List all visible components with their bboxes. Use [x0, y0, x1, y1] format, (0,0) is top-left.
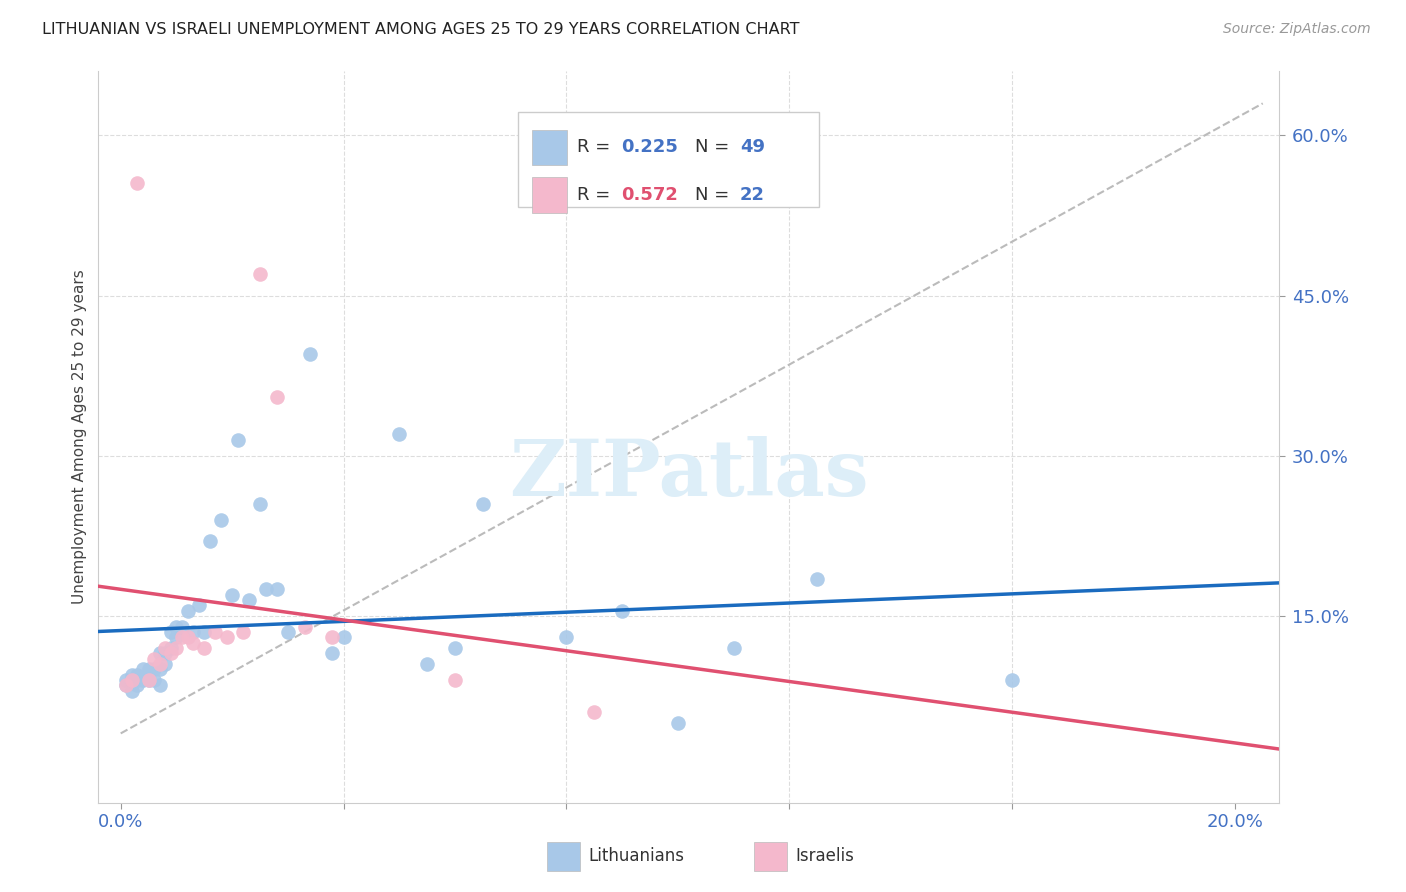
Point — [806, 572, 828, 586]
Point — [583, 705, 606, 719]
Point — [221, 588, 243, 602]
Point — [176, 630, 198, 644]
Point — [149, 646, 172, 660]
FancyBboxPatch shape — [517, 112, 818, 207]
Point — [416, 657, 439, 671]
Text: Source: ZipAtlas.com: Source: ZipAtlas.com — [1223, 22, 1371, 37]
Bar — [754, 841, 787, 871]
Point — [115, 673, 138, 687]
Point — [226, 433, 249, 447]
Text: LITHUANIAN VS ISRAELI UNEMPLOYMENT AMONG AGES 25 TO 29 YEARS CORRELATION CHART: LITHUANIAN VS ISRAELI UNEMPLOYMENT AMONG… — [42, 22, 800, 37]
Point — [254, 582, 277, 597]
Point — [321, 646, 343, 660]
Point — [723, 640, 745, 655]
Point — [181, 635, 204, 649]
Point — [170, 630, 193, 644]
Point — [165, 640, 187, 655]
Point — [121, 683, 143, 698]
Point — [215, 630, 238, 644]
Point — [193, 640, 215, 655]
Point — [193, 624, 215, 639]
Point — [155, 646, 177, 660]
Y-axis label: Unemployment Among Ages 25 to 29 years: Unemployment Among Ages 25 to 29 years — [72, 269, 87, 605]
Point — [299, 347, 322, 361]
Point — [155, 640, 177, 655]
FancyBboxPatch shape — [531, 178, 567, 212]
Point — [277, 624, 299, 639]
Point — [149, 657, 172, 671]
Point — [181, 624, 204, 639]
Point — [198, 534, 221, 549]
Point — [294, 619, 316, 633]
Point — [127, 177, 149, 191]
Point — [266, 582, 288, 597]
Point — [471, 497, 494, 511]
Point — [127, 678, 149, 692]
FancyBboxPatch shape — [531, 130, 567, 165]
Point — [115, 678, 138, 692]
Text: R =: R = — [576, 138, 616, 156]
Text: 22: 22 — [740, 186, 765, 204]
Text: Lithuanians: Lithuanians — [589, 847, 685, 865]
Point — [138, 662, 160, 676]
Text: 0.225: 0.225 — [621, 138, 679, 156]
Point — [176, 604, 198, 618]
Point — [238, 593, 260, 607]
Point — [666, 715, 689, 730]
Text: N =: N = — [695, 186, 735, 204]
Point — [388, 427, 411, 442]
Point — [444, 673, 467, 687]
Point — [115, 678, 138, 692]
Text: N =: N = — [695, 138, 735, 156]
Point — [143, 662, 166, 676]
Bar — [547, 841, 581, 871]
Point — [1001, 673, 1024, 687]
Point — [121, 667, 143, 681]
Point — [160, 646, 183, 660]
Point — [555, 630, 578, 644]
Point — [610, 604, 633, 618]
Point — [160, 640, 183, 655]
Point — [209, 513, 232, 527]
Point — [165, 630, 187, 644]
Point — [444, 640, 467, 655]
Text: 0.572: 0.572 — [621, 186, 679, 204]
Point — [149, 678, 172, 692]
Point — [127, 673, 149, 687]
Point — [204, 624, 226, 639]
Point — [232, 624, 254, 639]
Text: Israelis: Israelis — [796, 847, 853, 865]
Point — [155, 657, 177, 671]
Point — [138, 673, 160, 687]
Point — [121, 673, 143, 687]
Point — [321, 630, 343, 644]
Point — [170, 619, 193, 633]
Point — [143, 651, 166, 665]
Point — [149, 662, 172, 676]
Point — [249, 267, 271, 281]
Text: ZIPatlas: ZIPatlas — [509, 435, 869, 512]
Point — [187, 599, 209, 613]
Point — [266, 390, 288, 404]
Point — [132, 662, 155, 676]
Point — [249, 497, 271, 511]
Point — [143, 673, 166, 687]
Point — [127, 667, 149, 681]
Text: R =: R = — [576, 186, 616, 204]
Point — [160, 624, 183, 639]
Point — [138, 673, 160, 687]
Text: 49: 49 — [740, 138, 765, 156]
Point — [165, 619, 187, 633]
Point — [332, 630, 354, 644]
Point — [132, 673, 155, 687]
